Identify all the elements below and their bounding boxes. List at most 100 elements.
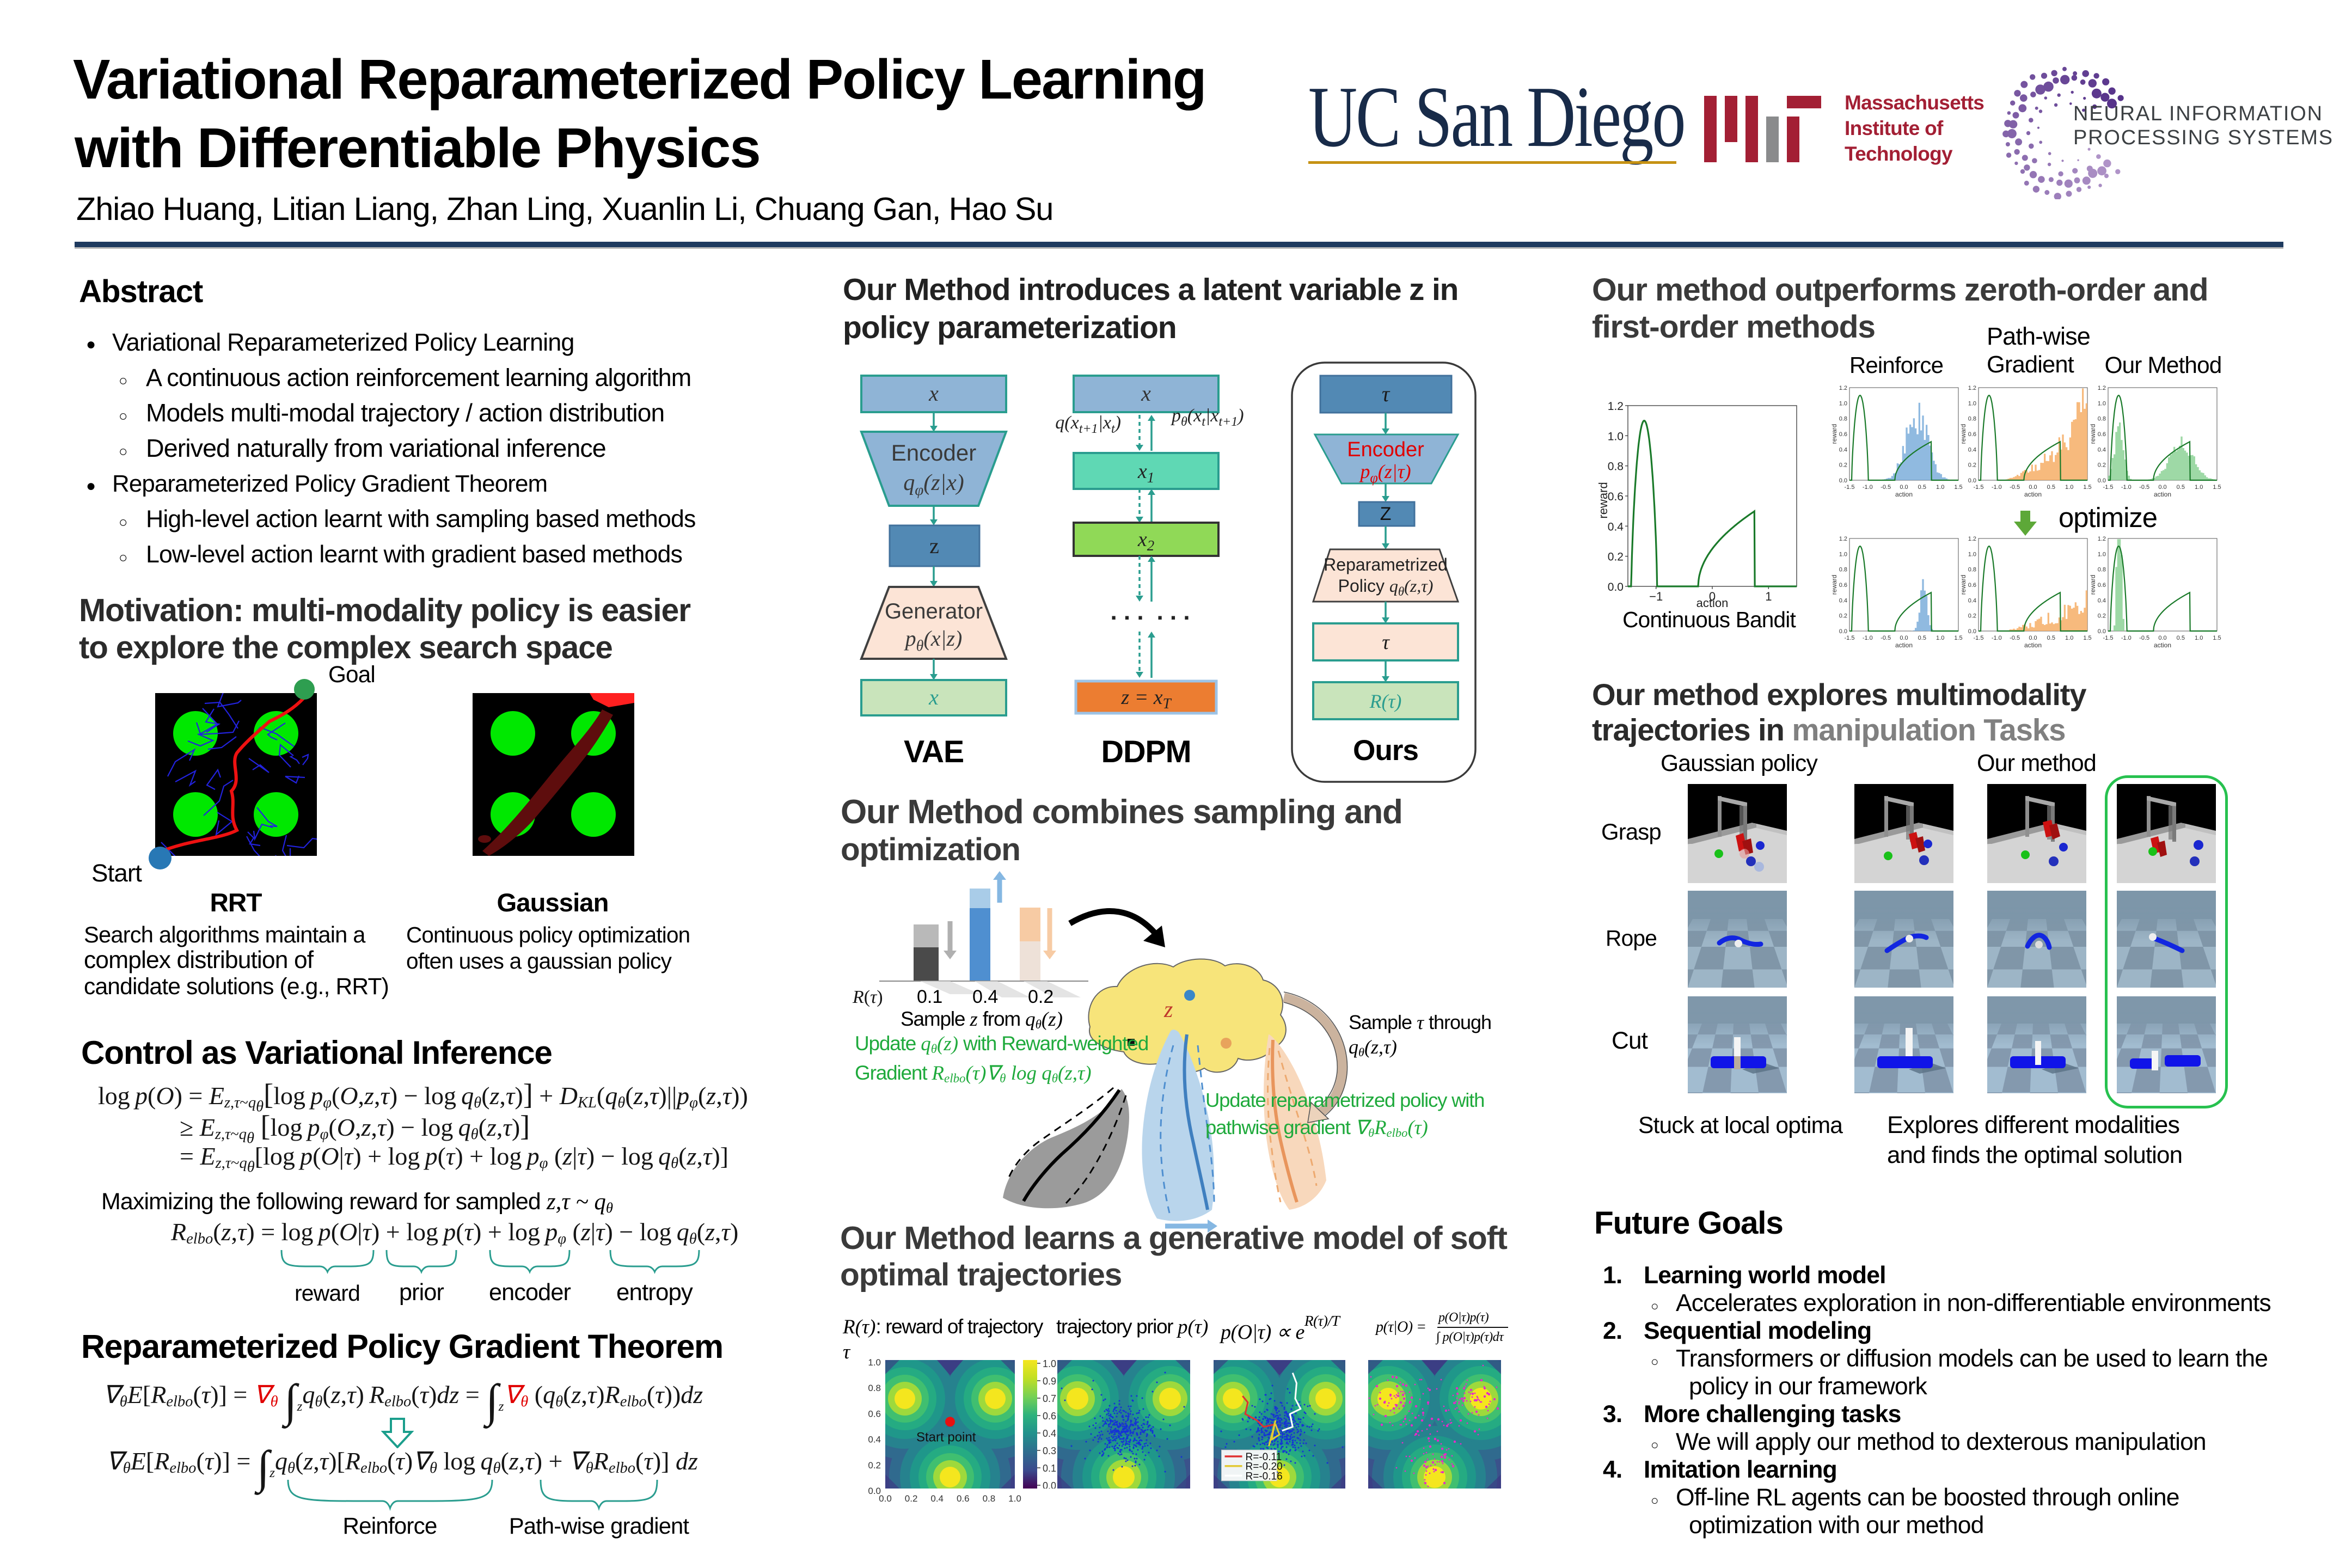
svg-text:pθ(x|z): pθ(x|z) [904,626,963,654]
svg-text:0.6: 0.6 [1968,431,1976,438]
svg-text:1.0: 1.0 [2098,400,2106,407]
svg-text:0.0: 0.0 [1900,635,1908,641]
svg-text:0.6: 0.6 [1608,491,1624,503]
svg-text:1.2: 1.2 [2098,385,2106,391]
svg-text:0.0: 0.0 [2098,477,2106,484]
svg-text:0.8: 0.8 [868,1383,881,1393]
svg-text:0.8: 0.8 [983,1493,996,1504]
svg-text:Reparametrized: Reparametrized [1324,555,1448,574]
svg-text:-0.5: -0.5 [2139,635,2149,641]
svg-text:0.5: 0.5 [2047,484,2055,491]
svg-text:-0.5: -0.5 [2010,484,2020,491]
svg-text:1.2: 1.2 [1839,536,1847,542]
svg-text:0.4: 0.4 [1043,1428,1056,1439]
svg-text:Policy qθ(z,τ): Policy qθ(z,τ) [1338,576,1434,598]
svg-text:0.4: 0.4 [1839,446,1847,453]
svg-text:0.7: 0.7 [1043,1393,1056,1404]
svg-text:action: action [2024,641,2042,649]
svg-text:0.4: 0.4 [1839,597,1847,604]
svg-text:-0.5: -0.5 [2139,484,2149,491]
svg-text:0.2: 0.2 [1839,462,1847,469]
svg-text:-1.5: -1.5 [2103,635,2114,641]
svg-text:1.0: 1.0 [868,1357,881,1368]
svg-text:x: x [1141,381,1151,406]
svg-text:0.5: 0.5 [2177,484,2185,491]
svg-text:reward: reward [1598,482,1610,518]
svg-text:0.2: 0.2 [1839,613,1847,620]
svg-text:1.0: 1.0 [1936,484,1944,491]
svg-text:0.0: 0.0 [2029,635,2037,641]
svg-text:0.8: 0.8 [1968,567,1976,573]
svg-text:1.5: 1.5 [2213,635,2221,641]
svg-text:Start point: Start point [916,1430,976,1444]
svg-text:1.0: 1.0 [1968,551,1976,558]
svg-text:-1.0: -1.0 [1863,635,1873,641]
svg-text:. . .: . . . [1156,598,1190,625]
svg-text:1.2: 1.2 [1839,385,1847,391]
svg-text:0.4: 0.4 [2098,446,2106,453]
svg-text:-0.5: -0.5 [2010,635,2020,641]
svg-text:z: z [929,534,939,558]
svg-text:1.5: 1.5 [2083,484,2091,491]
svg-text:0.6: 0.6 [957,1493,970,1504]
svg-text:-1.0: -1.0 [1863,484,1873,491]
svg-text:1.0: 1.0 [2195,484,2203,491]
svg-text:-1.5: -1.5 [2103,484,2114,491]
svg-text:action: action [1696,596,1729,610]
svg-text:1.0: 1.0 [1839,400,1847,407]
svg-text:x: x [928,381,939,406]
svg-text:1.2: 1.2 [1968,385,1976,391]
svg-text:0.8: 0.8 [1968,416,1976,422]
svg-text:0.0: 0.0 [2158,635,2166,641]
svg-text:0.0: 0.0 [1900,484,1908,491]
svg-text:1.0: 1.0 [2098,551,2106,558]
svg-text:reward: reward [2090,424,2097,444]
svg-text:1.0: 1.0 [1839,551,1847,558]
svg-text:action: action [1895,641,1913,649]
svg-text:1.2: 1.2 [2098,536,2106,542]
svg-text:R=-0.20: R=-0.20 [1246,1461,1283,1473]
svg-text:0.0: 0.0 [1839,477,1847,484]
svg-text:0.2: 0.2 [1968,613,1976,620]
svg-text:0.0: 0.0 [1839,628,1847,635]
svg-text:1.0: 1.0 [1936,635,1944,641]
svg-text:1.0: 1.0 [2195,635,2203,641]
svg-text:0.6: 0.6 [1968,582,1976,589]
svg-text:0.6: 0.6 [1043,1411,1056,1422]
svg-text:-1.5: -1.5 [1845,484,1855,491]
svg-text:0: 0 [1709,590,1716,603]
svg-text:-1.0: -1.0 [1992,635,2002,641]
svg-text:0.5: 0.5 [2177,635,2185,641]
svg-text:1.0: 1.0 [2065,484,2073,491]
svg-text:0.6: 0.6 [2098,431,2106,438]
svg-text:−1: −1 [1649,590,1663,603]
svg-text:1.5: 1.5 [2213,484,2221,491]
svg-text:1.0: 1.0 [1043,1360,1056,1369]
svg-text:Encoder: Encoder [1347,438,1424,461]
svg-text:0.9: 0.9 [1043,1376,1056,1387]
svg-text:Z: Z [1380,504,1392,524]
svg-text:0.6: 0.6 [1839,431,1847,438]
svg-text:0.0: 0.0 [868,1486,881,1496]
svg-text:τ: τ [1382,382,1391,406]
svg-text:action: action [2024,491,2042,498]
svg-text:R=-0.16: R=-0.16 [1246,1471,1283,1482]
svg-text:z: z [1163,997,1173,1022]
svg-text:0.5: 0.5 [2047,635,2055,641]
svg-text:0.6: 0.6 [1839,582,1847,589]
svg-text:1.0: 1.0 [1968,400,1976,407]
svg-text:1.0: 1.0 [1008,1493,1021,1504]
svg-text:0.2: 0.2 [905,1493,918,1504]
svg-text:0.2: 0.2 [2098,462,2106,469]
svg-text:reward: reward [1831,575,1838,595]
svg-text:0.4: 0.4 [1968,446,1976,453]
svg-text:0.5: 0.5 [1918,635,1926,641]
svg-text:reward: reward [1831,424,1838,444]
svg-text:1.0: 1.0 [1608,430,1624,443]
svg-text:0.4: 0.4 [1968,597,1976,604]
svg-text:1: 1 [1765,590,1772,603]
svg-text:0.8: 0.8 [2098,567,2106,573]
svg-text:reward: reward [1960,424,1967,444]
svg-text:x2: x2 [1137,528,1154,554]
svg-text:action: action [2154,491,2171,498]
